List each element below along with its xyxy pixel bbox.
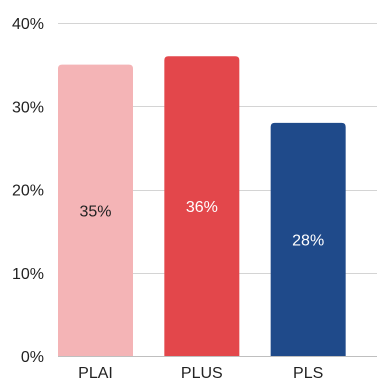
y-tick-label: 0% <box>21 349 44 366</box>
x-category-label: PLUS <box>181 365 223 380</box>
data-labels: 35% 36% 28% <box>79 199 324 249</box>
y-tick-label: 30% <box>12 99 44 116</box>
bar-pls <box>270 122 346 357</box>
x-category-label: PLS <box>293 365 323 380</box>
data-label-plai: 35% <box>79 203 111 220</box>
x-category-label: PLAI <box>78 365 113 380</box>
bar-plai <box>58 64 133 356</box>
data-label-pls: 28% <box>292 232 324 249</box>
y-tick-label: 10% <box>12 266 44 283</box>
y-tick-label: 20% <box>12 183 44 200</box>
x-axis-categories: PLAI PLUS PLS <box>78 365 323 380</box>
bar-plus <box>164 56 240 357</box>
y-tick-label: 40% <box>12 16 44 33</box>
bars <box>58 56 346 357</box>
data-label-plus: 36% <box>186 199 218 216</box>
y-axis-ticks: 0% 10% 20% 30% 40% <box>12 16 44 366</box>
